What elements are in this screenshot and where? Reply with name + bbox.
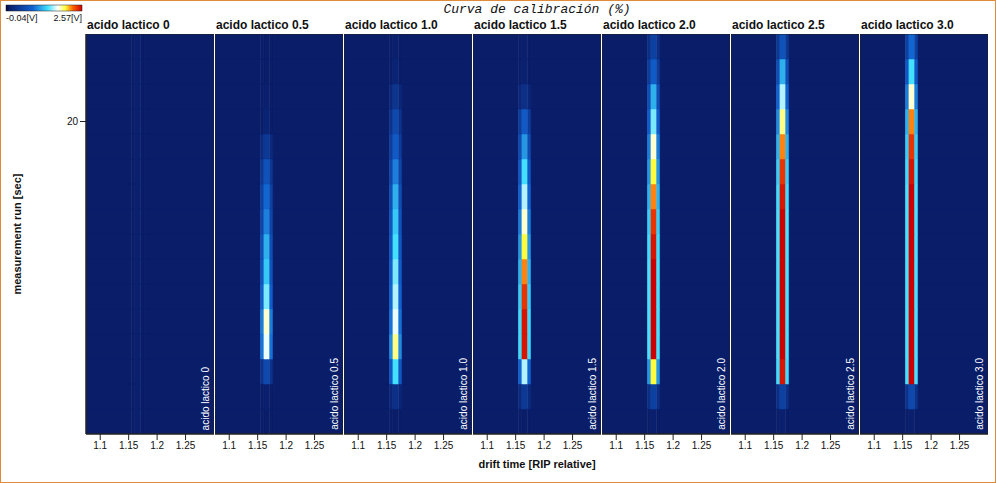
svg-text:1.15: 1.15 bbox=[893, 440, 913, 451]
svg-text:1.15: 1.15 bbox=[248, 440, 268, 451]
svg-text:1.25: 1.25 bbox=[950, 440, 970, 451]
html-text:acido lactico 2.5: acido lactico 2.5 bbox=[845, 358, 856, 430]
svg-text:1.25: 1.25 bbox=[305, 440, 325, 451]
html-text:acido lactico 2.0: acido lactico 2.0 bbox=[603, 18, 696, 32]
svg-text:1.2: 1.2 bbox=[537, 440, 551, 451]
html-text:acido lactico 3.0: acido lactico 3.0 bbox=[974, 358, 985, 430]
svg-text:1.25: 1.25 bbox=[176, 440, 196, 451]
svg-text:1.2: 1.2 bbox=[150, 440, 164, 451]
svg-text:1.1: 1.1 bbox=[480, 440, 494, 451]
html-text:acido lactico 2.0: acido lactico 2.0 bbox=[716, 358, 727, 430]
svg-text:1.2: 1.2 bbox=[279, 440, 293, 451]
svg-text:1.25: 1.25 bbox=[434, 440, 454, 451]
svg-text:1.1: 1.1 bbox=[609, 440, 623, 451]
svg-text:20: 20 bbox=[67, 116, 79, 127]
svg-text:1.25: 1.25 bbox=[692, 440, 712, 451]
svg-text:1.2: 1.2 bbox=[924, 440, 938, 451]
html-text:acido lactico 1.5: acido lactico 1.5 bbox=[587, 358, 598, 430]
svg-text:1.2: 1.2 bbox=[666, 440, 680, 451]
html-text:acido lactico 1.5: acido lactico 1.5 bbox=[474, 18, 567, 32]
svg-text:1.25: 1.25 bbox=[563, 440, 583, 451]
svg-text:1.25: 1.25 bbox=[821, 440, 841, 451]
svg-text:1.15: 1.15 bbox=[377, 440, 397, 451]
html-text:acido lactico 1.0: acido lactico 1.0 bbox=[458, 358, 469, 430]
svg-text:1.1: 1.1 bbox=[222, 440, 236, 451]
html-text:acido lactico 1.0: acido lactico 1.0 bbox=[345, 18, 438, 32]
html-text:measurement run [sec]: measurement run [sec] bbox=[11, 173, 23, 295]
html-text:acido lactico 2.5: acido lactico 2.5 bbox=[732, 18, 825, 32]
svg-text:1.15: 1.15 bbox=[506, 440, 526, 451]
svg-text:1.1: 1.1 bbox=[867, 440, 881, 451]
html-text:acido lactico 3.0: acido lactico 3.0 bbox=[861, 18, 954, 32]
svg-text:1.15: 1.15 bbox=[635, 440, 655, 451]
svg-text:1.1: 1.1 bbox=[738, 440, 752, 451]
svg-text:1.2: 1.2 bbox=[795, 440, 809, 451]
html-text:Curva de calibración (%): Curva de calibración (%) bbox=[443, 2, 631, 17]
svg-text:1.1: 1.1 bbox=[351, 440, 365, 451]
svg-text:1.2: 1.2 bbox=[408, 440, 422, 451]
html-text:drift time [RIP relative]: drift time [RIP relative] bbox=[478, 458, 596, 470]
html-text:acido lactico 0.5: acido lactico 0.5 bbox=[329, 358, 340, 430]
html-text:acido lactico 0.5: acido lactico 0.5 bbox=[216, 18, 309, 32]
html-text:acido lactico 0: acido lactico 0 bbox=[87, 18, 170, 32]
svg-text:1.15: 1.15 bbox=[119, 440, 139, 451]
html-text:acido lactico 0: acido lactico 0 bbox=[200, 366, 211, 430]
svg-text:1.15: 1.15 bbox=[764, 440, 784, 451]
svg-text:2.57[V]: 2.57[V] bbox=[53, 13, 82, 23]
svg-text:1.1: 1.1 bbox=[93, 440, 107, 451]
svg-text:-0.04[V]: -0.04[V] bbox=[6, 13, 38, 23]
